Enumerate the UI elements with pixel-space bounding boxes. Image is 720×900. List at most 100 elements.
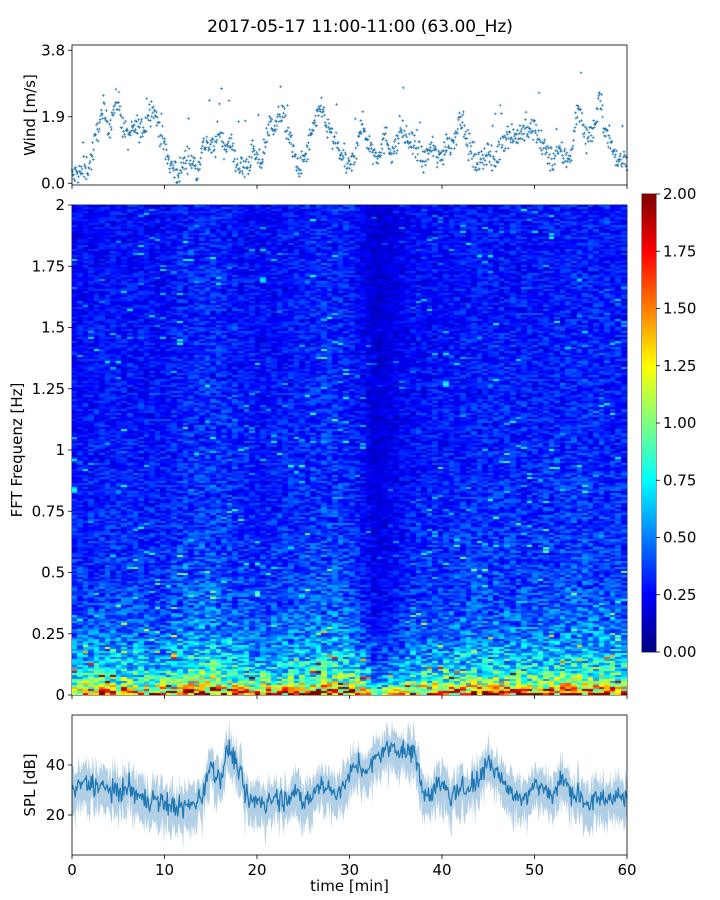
wind-point <box>289 142 293 146</box>
wind-point <box>498 158 502 161</box>
wind-point <box>378 155 382 159</box>
wind-point <box>380 142 383 146</box>
wind-point <box>126 148 130 152</box>
wind-point <box>584 142 587 146</box>
wind-point <box>593 123 597 127</box>
wind-point <box>276 115 279 119</box>
wind-point <box>620 165 624 169</box>
wind-point <box>284 114 288 117</box>
wind-point <box>390 160 394 164</box>
wind-point <box>283 107 287 110</box>
wind-point <box>443 153 447 157</box>
wind-point <box>183 155 187 159</box>
wind-point <box>358 132 362 136</box>
wind-point <box>501 136 505 139</box>
wind-point <box>101 94 105 97</box>
wind-point <box>309 133 313 137</box>
wind-point <box>78 170 82 173</box>
wind-point <box>328 127 331 131</box>
wind-point <box>122 130 125 133</box>
wind-point <box>111 114 115 118</box>
wind-point <box>506 124 510 128</box>
wind-point <box>330 127 334 131</box>
wind-point <box>509 136 513 140</box>
wind-point <box>402 129 406 133</box>
wind-point <box>419 160 423 164</box>
wind-point <box>160 124 164 128</box>
wind-point <box>249 143 253 147</box>
wind-point <box>592 125 596 129</box>
wind-point <box>273 130 277 133</box>
wind-point <box>573 126 577 129</box>
wind-point <box>305 145 309 149</box>
colorbar-tick-label: 0.50 <box>663 529 696 547</box>
wind-point <box>468 132 471 135</box>
wind-point <box>609 141 613 144</box>
wind-point <box>505 132 509 136</box>
colorbar-ticks: 0.00 0.25 0.50 0.75 1.00 1.25 1.50 1.75 2.00 <box>656 185 696 661</box>
wind-point <box>162 141 166 145</box>
spectrogram-heatmap <box>72 205 627 695</box>
wind-point <box>393 137 397 141</box>
wind-point <box>439 151 443 154</box>
wind-point <box>385 141 389 145</box>
wind-point <box>544 147 548 151</box>
colorbar: 0.00 0.25 0.50 0.75 1.00 1.25 1.50 1.75 2.00 <box>641 185 696 661</box>
wind-point <box>589 139 593 143</box>
wind-point <box>95 138 99 142</box>
wind-point <box>625 156 628 160</box>
wind-point <box>75 172 79 176</box>
wind-point <box>451 141 455 144</box>
wind-point <box>471 165 475 169</box>
spl-band <box>72 717 627 851</box>
wind-point <box>382 151 386 155</box>
wind-point <box>72 177 76 181</box>
wind-yticks: 0.0 1.9 3.8 <box>41 41 72 192</box>
wind-point <box>549 146 553 150</box>
wind-point <box>88 161 92 165</box>
wind-point <box>302 158 306 161</box>
wind-point <box>418 120 422 124</box>
wind-point <box>79 165 83 169</box>
wind-point <box>499 112 503 115</box>
wind-point <box>81 141 85 145</box>
wind-point <box>269 119 273 123</box>
wind-point <box>537 129 541 133</box>
spectrogram-ytick-label: 0 <box>55 686 65 704</box>
wind-point <box>622 155 625 159</box>
wind-point <box>280 119 283 122</box>
wind-point <box>168 167 171 171</box>
wind-point <box>205 135 209 139</box>
wind-point <box>486 143 490 147</box>
wind-point <box>247 155 251 159</box>
wind-point <box>97 127 101 131</box>
wind-point <box>445 148 449 152</box>
wind-point <box>442 149 446 153</box>
wind-point <box>426 149 429 153</box>
wind-point <box>320 115 324 119</box>
wind-point <box>180 171 183 174</box>
wind-point <box>379 151 383 155</box>
wind-point <box>401 119 405 122</box>
wind-point <box>140 117 144 121</box>
wind-point <box>465 137 469 140</box>
wind-point <box>121 116 125 120</box>
wind-point <box>353 117 357 121</box>
wind-point <box>478 167 481 171</box>
wind-point <box>534 131 537 135</box>
wind-point <box>542 140 546 144</box>
wind-point <box>113 103 117 107</box>
wind-point <box>189 163 193 167</box>
wind-point <box>427 152 430 156</box>
wind-point <box>515 132 519 136</box>
wind-point <box>267 123 270 126</box>
wind-point <box>405 135 409 139</box>
wind-point <box>192 159 196 163</box>
wind-point <box>453 135 457 139</box>
wind-point <box>550 157 554 161</box>
wind-point <box>369 141 373 145</box>
wind-point <box>182 161 186 165</box>
wind-point <box>489 163 493 167</box>
wind-point <box>424 159 428 163</box>
wind-point <box>475 161 479 165</box>
